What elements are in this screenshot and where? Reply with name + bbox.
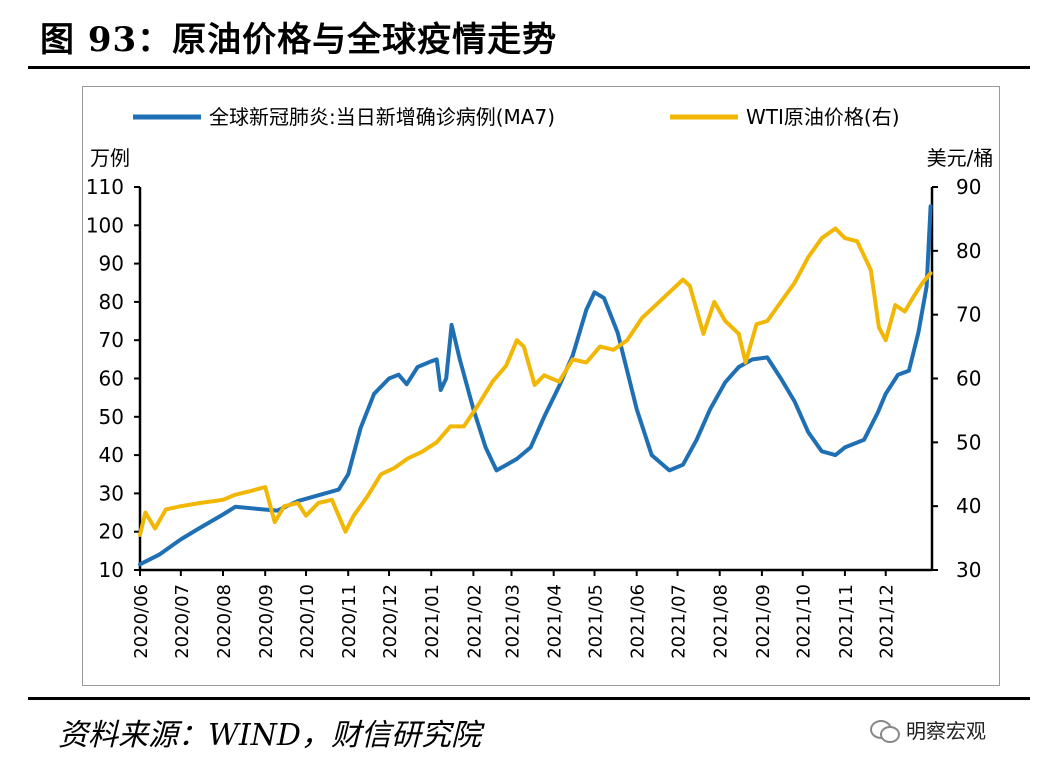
left-tick-label: 80 — [99, 290, 124, 314]
x-tick-label: 2020/12 — [380, 584, 401, 659]
left-tick-label: 30 — [99, 481, 124, 505]
left-tick-label: 90 — [99, 252, 124, 276]
left-tick-label: 50 — [99, 405, 124, 429]
x-tick-label: 2021/03 — [503, 584, 524, 659]
watermark-text: 明察宏观 — [906, 719, 986, 743]
x-tick-label: 2020/08 — [214, 584, 235, 659]
right-tick-label: 70 — [956, 303, 981, 327]
x-tick-label: 2020/07 — [172, 584, 193, 659]
right-tick-label: 60 — [956, 367, 981, 391]
right-tick-label: 80 — [956, 239, 981, 263]
x-tick-label: 2021/09 — [753, 584, 774, 659]
x-tick-label: 2021/05 — [586, 584, 607, 659]
series-line-covid-cases — [138, 204, 933, 567]
x-tick-label: 2021/11 — [836, 584, 857, 659]
left-tick-label: 20 — [99, 520, 124, 544]
bottom-rule — [28, 697, 1030, 700]
right-tick-label: 50 — [956, 430, 981, 454]
top-rule — [28, 66, 1030, 69]
wechat-icon — [870, 718, 900, 743]
source-note: 资料来源：WIND，财信研究院 — [58, 718, 481, 753]
chart-title: 图 93：原油价格与全球疫情走势 — [40, 20, 558, 60]
x-tick-label: 2021/12 — [877, 584, 898, 659]
x-tick-label: 2021/10 — [794, 584, 815, 659]
legend-label: WTI原油价格(右) — [746, 105, 900, 129]
right-tick-label: 30 — [956, 558, 981, 582]
x-tick-label: 2021/08 — [711, 584, 732, 659]
right-tick-label: 90 — [956, 175, 981, 199]
x-tick-label: 2020/11 — [339, 584, 360, 659]
x-tick-label: 2021/04 — [545, 584, 566, 659]
legend-label: 全球新冠肺炎:当日新增确诊病例(MA7) — [209, 105, 555, 129]
x-tick-label: 2021/06 — [628, 584, 649, 659]
left-tick-label: 70 — [99, 328, 124, 352]
left-tick-label: 110 — [86, 175, 124, 199]
chart-frame — [82, 86, 1000, 686]
left-axis-unit: 万例 — [90, 146, 130, 170]
right-tick-label: 40 — [956, 494, 981, 518]
x-tick-label: 2020/09 — [256, 584, 277, 659]
watermark: 明察宏观 — [870, 715, 986, 744]
right-axis-unit: 美元/桶 — [927, 146, 994, 170]
left-tick-label: 60 — [99, 367, 124, 391]
left-tick-label: 10 — [99, 558, 124, 582]
left-tick-label: 100 — [86, 213, 124, 237]
x-tick-label: 2020/10 — [297, 584, 318, 659]
series-line-wti-price — [138, 226, 933, 537]
x-tick-label: 2021/07 — [669, 584, 690, 659]
x-tick-label: 2021/02 — [464, 584, 485, 659]
x-tick-label: 2021/01 — [422, 584, 443, 659]
left-tick-label: 40 — [99, 443, 124, 467]
x-tick-label: 2020/06 — [131, 584, 152, 659]
